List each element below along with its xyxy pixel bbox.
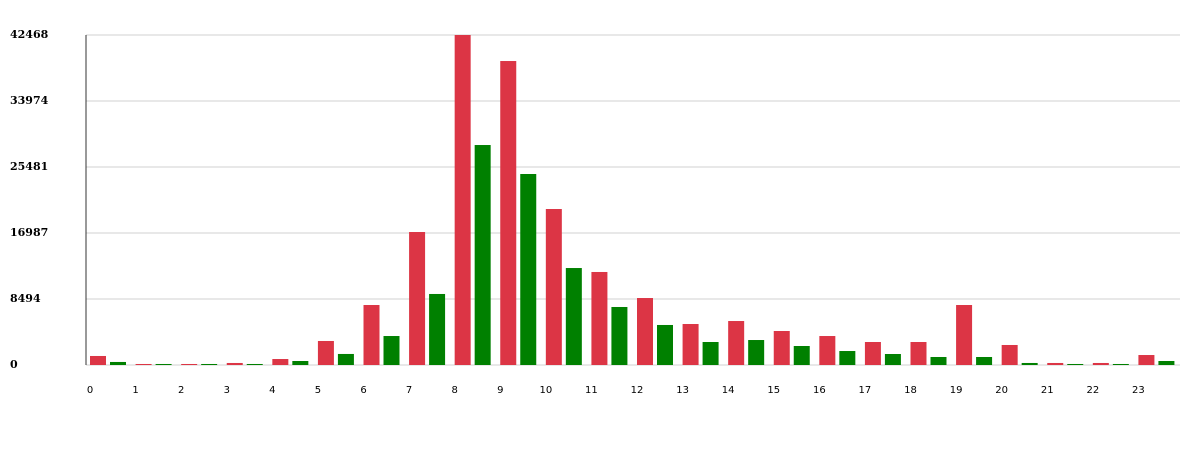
y-tick-label: 33974	[10, 94, 49, 107]
x-tick-label: 9	[497, 385, 503, 396]
bar	[500, 61, 517, 366]
bar	[90, 355, 106, 365]
bar	[110, 361, 126, 365]
x-tick-label: 22	[1086, 385, 1099, 396]
bar	[611, 306, 628, 365]
bar	[1092, 362, 1109, 365]
bar	[155, 363, 172, 365]
x-tick-label: 1	[132, 385, 138, 396]
bar	[637, 298, 653, 365]
y-tick-label: 16987	[10, 226, 48, 239]
bar	[363, 305, 380, 365]
y-tick-label: 42468	[10, 28, 49, 41]
bar	[383, 336, 400, 365]
bar	[793, 346, 810, 365]
bar	[728, 321, 745, 365]
bar	[520, 173, 537, 365]
bar	[839, 351, 856, 365]
x-tick-label: 3	[224, 385, 230, 396]
x-tick-label: 7	[406, 385, 412, 396]
y-tick-label: 25481	[10, 160, 48, 173]
bar	[864, 341, 881, 365]
bar	[429, 293, 446, 365]
x-tick-label: 2	[178, 385, 184, 396]
bar	[135, 363, 152, 365]
x-tick-label: 4	[269, 385, 275, 396]
bar	[702, 341, 719, 365]
y-tick-label: 8494	[10, 292, 41, 305]
bar	[181, 363, 198, 365]
bar	[292, 360, 309, 365]
x-tick-label: 12	[631, 385, 644, 396]
y-tick-label: 0	[10, 358, 18, 371]
x-tick-label: 23	[1132, 385, 1145, 396]
bar	[884, 354, 901, 365]
bar	[246, 363, 263, 365]
x-tick-label: 17	[859, 385, 872, 396]
bar	[1001, 344, 1018, 365]
bar	[454, 35, 471, 365]
bar	[1112, 363, 1129, 365]
bar	[1047, 362, 1064, 365]
bar	[910, 341, 927, 365]
bar	[1158, 360, 1175, 365]
bar	[682, 324, 699, 365]
bar	[474, 145, 491, 365]
x-tick-label: 6	[360, 385, 366, 396]
bar	[773, 331, 790, 365]
x-tick-label: 13	[676, 385, 689, 396]
bar	[1021, 362, 1038, 365]
bar	[748, 340, 765, 365]
x-tick-label: 8	[451, 385, 457, 396]
bar	[930, 356, 947, 365]
bar	[545, 209, 562, 365]
x-tick-label: 10	[539, 385, 552, 396]
x-tick-label: 5	[315, 385, 321, 396]
bar	[272, 359, 289, 365]
bar	[226, 362, 243, 365]
x-tick-label: 19	[950, 385, 963, 396]
bar	[409, 232, 426, 365]
bar	[591, 271, 608, 365]
x-tick-label: 20	[995, 385, 1008, 396]
bar	[976, 356, 993, 365]
bar	[819, 336, 836, 365]
bar	[565, 268, 582, 365]
bar	[337, 353, 354, 365]
x-tick-label: 18	[904, 385, 917, 396]
x-tick-label: 16	[813, 385, 826, 396]
x-tick-label: 14	[722, 385, 735, 396]
x-tick-label: 15	[767, 385, 780, 396]
bar	[1067, 363, 1084, 365]
x-tick-label: 0	[87, 385, 93, 396]
bar	[317, 340, 334, 365]
x-tick-label: 11	[585, 385, 598, 396]
bar	[956, 305, 973, 365]
bar	[201, 363, 218, 365]
bar	[1138, 355, 1155, 365]
x-tick-label: 21	[1041, 385, 1054, 396]
bar	[657, 324, 673, 365]
